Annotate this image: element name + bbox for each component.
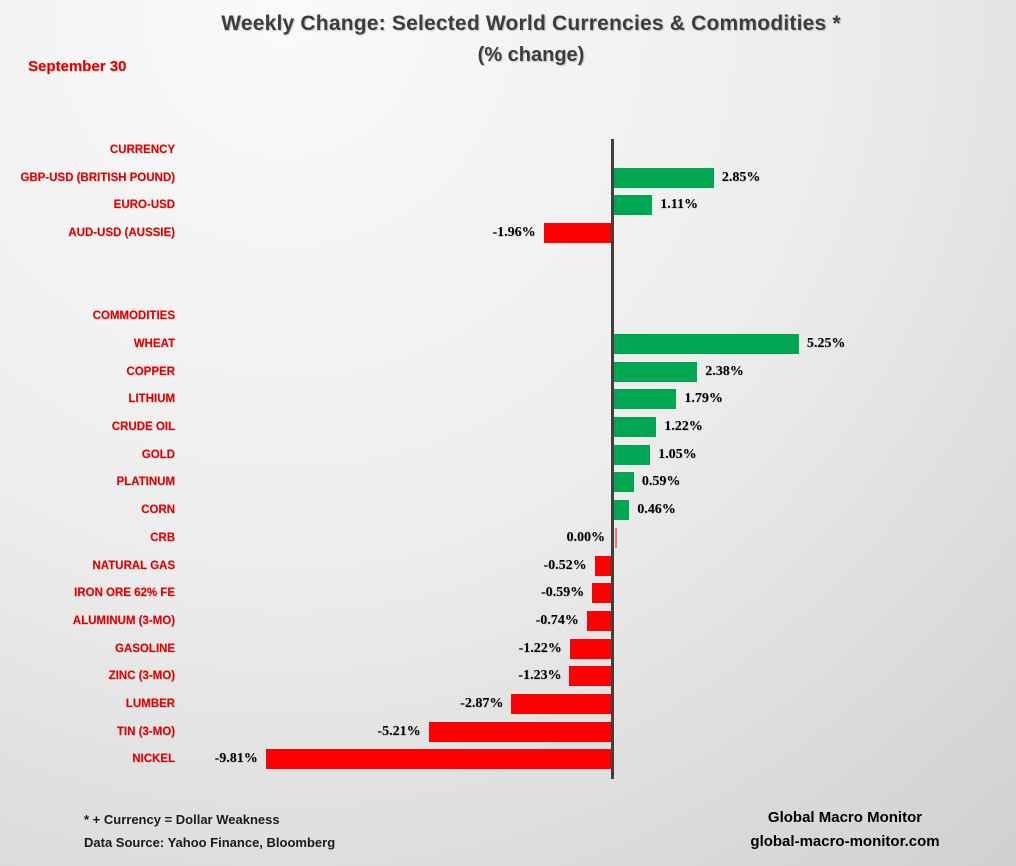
category-label-lithium: LITHIUM xyxy=(128,393,175,406)
value-label-copper: 2.38% xyxy=(705,363,744,379)
category-label-tin-3-mo: TIN (3-MO) xyxy=(116,725,175,738)
chart-subtitle: (% change) xyxy=(477,44,585,66)
bar-gold xyxy=(613,444,651,465)
category-label-zinc-3-mo: ZINC (3-MO) xyxy=(108,670,175,683)
category-label-aluminum-3-mo: ALUMINUM (3-MO) xyxy=(72,614,175,627)
category-label-natural-gas: NATURAL GAS xyxy=(92,559,175,572)
section-label-currency: CURRENCY xyxy=(109,144,175,156)
category-label-iron-ore-62-fe: IRON ORE 62% FE xyxy=(74,587,175,600)
bar-iron-ore-62-fe xyxy=(592,583,613,604)
value-label-wheat: 5.25% xyxy=(806,335,846,351)
category-label-copper: COPPER xyxy=(126,365,175,378)
value-label-crb: 0.00% xyxy=(566,529,606,545)
date-label: September 30 xyxy=(28,58,127,75)
value-label-aluminum-3-mo: -0.74% xyxy=(535,612,579,628)
category-label-crb: CRB xyxy=(150,531,175,544)
category-label-gasoline: GASOLINE xyxy=(114,642,175,655)
bar-platinum xyxy=(613,472,634,493)
category-label-nickel: NICKEL xyxy=(132,753,175,766)
category-label-crude-oil: CRUDE OIL xyxy=(111,421,175,433)
value-label-zinc-3-mo: -1.23% xyxy=(518,668,562,684)
value-label-iron-ore-62-fe: -0.59% xyxy=(540,585,585,601)
bar-aluminum-3-mo xyxy=(586,610,613,631)
section-label-commodities: COMMODITIES xyxy=(92,310,175,323)
value-label-crude-oil: 1.22% xyxy=(664,419,703,434)
category-axis-line xyxy=(611,139,614,779)
chart-title: Weekly Change: Selected World Currencies… xyxy=(221,12,841,35)
category-label-euro-usd: EURO-USD xyxy=(113,199,175,212)
value-label-euro-usd: 1.11% xyxy=(660,197,699,213)
bar-tin-3-mo xyxy=(428,721,613,742)
bar-euro-usd xyxy=(613,195,653,216)
value-label-platinum: 0.59% xyxy=(641,474,681,490)
title-block: Weekly Change: Selected World Currencies… xyxy=(0,10,1016,68)
data-source-text: Data Source: Yahoo Finance, Bloomberg xyxy=(84,835,336,850)
value-label-tin-3-mo: -5.21% xyxy=(377,723,421,739)
value-label-gbp-usd-british-pound: 2.85% xyxy=(721,169,761,185)
brand-url: global-macro-monitor.com xyxy=(750,833,940,850)
bar-lumber xyxy=(511,694,613,714)
category-label-wheat: WHEAT xyxy=(133,337,175,350)
brand-name: Global Macro Monitor xyxy=(767,809,923,826)
bar-gasoline xyxy=(569,638,613,659)
value-label-gold: 1.05% xyxy=(658,446,697,462)
footnote-block: * + Currency = Dollar Weakness Data Sour… xyxy=(84,808,335,854)
bar-aud-usd-aussie xyxy=(543,223,613,244)
value-label-aud-usd-aussie: -1.96% xyxy=(492,225,536,241)
bar-lithium xyxy=(613,389,677,410)
category-label-gbp-usd-british-pound: GBP-USD (BRITISH POUND) xyxy=(20,171,175,184)
value-label-corn: 0.46% xyxy=(637,502,676,518)
bar-gbp-usd-british-pound xyxy=(613,167,714,188)
value-label-lithium: 1.79% xyxy=(684,391,723,407)
category-label-corn: CORN xyxy=(141,504,175,517)
bar-wheat xyxy=(613,333,799,354)
bar-crude-oil xyxy=(613,417,657,437)
bar-corn xyxy=(613,500,630,521)
value-label-gasoline: -1.22% xyxy=(518,640,562,656)
bar-crb xyxy=(615,527,617,548)
value-label-natural-gas: -0.52% xyxy=(543,557,587,573)
category-label-aud-usd-aussie: AUD-USD (AUSSIE) xyxy=(68,227,175,240)
category-label-lumber: LUMBER xyxy=(125,698,175,710)
bar-copper xyxy=(613,361,698,382)
bar-zinc-3-mo xyxy=(569,666,613,687)
brand-block: Global Macro Monitor global-macro-monito… xyxy=(738,806,952,854)
category-label-platinum: PLATINUM xyxy=(116,476,175,489)
category-label-gold: GOLD xyxy=(141,448,175,461)
bar-nickel xyxy=(265,749,613,770)
value-label-nickel: -9.81% xyxy=(214,751,258,767)
bar-natural-gas xyxy=(594,555,613,576)
value-label-lumber: -2.87% xyxy=(460,696,504,711)
footnote-text: * + Currency = Dollar Weakness xyxy=(84,812,280,827)
